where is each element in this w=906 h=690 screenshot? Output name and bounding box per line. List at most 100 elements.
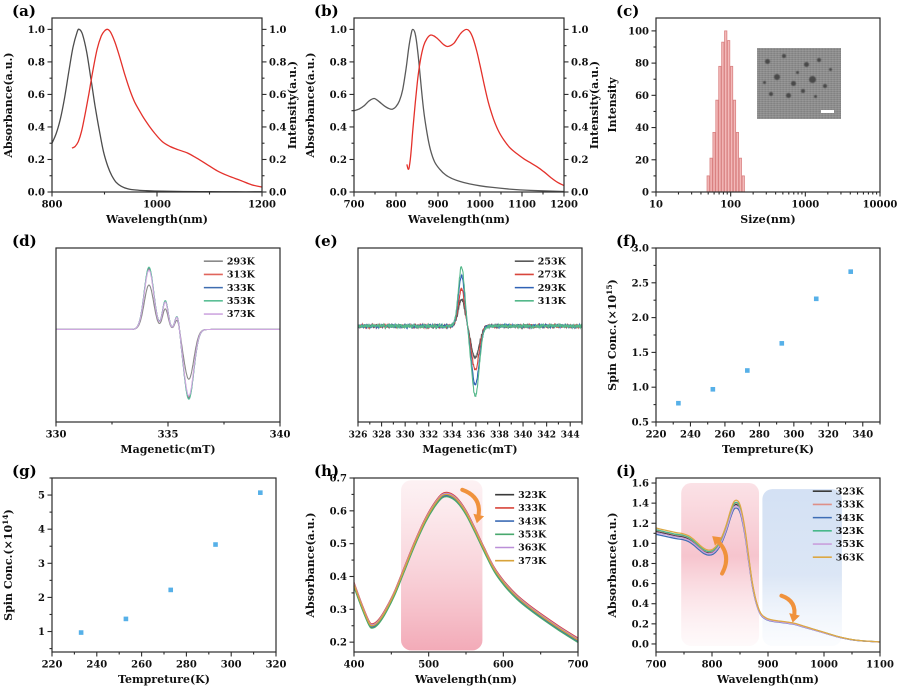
svg-text:0.0: 0.0	[632, 639, 649, 650]
svg-text:0.8: 0.8	[269, 57, 286, 68]
svg-text:260: 260	[131, 660, 152, 671]
svg-text:4: 4	[38, 525, 45, 536]
svg-text:10: 10	[649, 200, 663, 211]
svg-text:344: 344	[561, 431, 580, 441]
svg-text:338: 338	[490, 431, 509, 441]
panel-g-label: (g)	[12, 462, 37, 480]
svg-text:100: 100	[628, 26, 649, 37]
svg-text:2.5: 2.5	[632, 278, 649, 289]
tem-dot	[804, 62, 810, 68]
panel-i-chart: 700 800 900 1000 1100 0.0 0.2 0.4 0.6 0.8 1.0 1.2 1.…	[606, 477, 894, 686]
svg-text:0.2: 0.2	[28, 155, 45, 166]
svg-text:0.2: 0.2	[571, 155, 588, 166]
svg-text:1000: 1000	[791, 200, 819, 211]
svg-text:Intensity(a.u.): Intensity(a.u.)	[588, 61, 601, 149]
svg-text:343K: 343K	[518, 516, 547, 527]
svg-text:253K: 253K	[538, 256, 567, 267]
panel-b: (b) 700 800 900 1000 1100 1200 0.0 0.0 0.2 0.2 0.4…	[302, 0, 604, 230]
tem-dot	[809, 76, 817, 84]
svg-text:220: 220	[646, 430, 667, 441]
svg-text:Magenetic(mT): Magenetic(mT)	[120, 443, 215, 456]
svg-text:0.3: 0.3	[330, 605, 347, 616]
svg-text:240: 240	[86, 660, 107, 671]
svg-text:3: 3	[38, 559, 45, 570]
svg-text:240: 240	[680, 430, 701, 441]
svg-text:Absorbance(a.u.): Absorbance(a.u.)	[304, 52, 317, 158]
svg-text:330: 330	[396, 431, 415, 441]
svg-text:332: 332	[419, 431, 438, 441]
panel-i: (i) 700 800 900 1000 1100 0.0 0.2 0.4 0.6 0.8 1.0 1…	[604, 460, 906, 690]
svg-text:0.0: 0.0	[330, 188, 347, 199]
svg-text:1.0: 1.0	[632, 383, 649, 394]
tem-dot	[796, 71, 800, 75]
svg-text:0.6: 0.6	[571, 90, 588, 101]
panel-g-chart: 220 240 260 280 300 320 1 2 3 4 5 Tempreture(K) Spin…	[1, 477, 286, 686]
svg-text:0.4: 0.4	[330, 572, 347, 583]
panel-b-label: (b)	[314, 2, 339, 20]
svg-text:Tempreture(K): Tempreture(K)	[118, 673, 210, 686]
svg-text:0.8: 0.8	[632, 559, 649, 570]
svg-text:40: 40	[635, 123, 649, 134]
panel-e-chart: 326 328 330 332 334 336 338 340 342 344 Magenetic(…	[349, 247, 583, 456]
svg-text:340: 340	[852, 430, 873, 441]
svg-text:0.2: 0.2	[269, 155, 286, 166]
svg-text:800: 800	[702, 660, 723, 671]
svg-text:1.0: 1.0	[330, 25, 347, 36]
panel-f: (f) 220 240 260 280 300 320 340 0.5 1.0 1.5 2.0 2.5…	[604, 230, 906, 460]
svg-text:900: 900	[428, 200, 449, 211]
svg-text:600: 600	[493, 660, 514, 671]
svg-text:300: 300	[783, 430, 804, 441]
tem-dot	[800, 89, 805, 94]
svg-text:800: 800	[42, 200, 63, 211]
svg-text:1: 1	[38, 627, 45, 638]
svg-text:280: 280	[749, 430, 770, 441]
svg-text:400: 400	[344, 660, 365, 671]
svg-text:0.2: 0.2	[330, 638, 347, 649]
svg-text:320: 320	[818, 430, 839, 441]
svg-text:Intensity: Intensity	[606, 77, 619, 133]
svg-text:1000: 1000	[466, 200, 494, 211]
panel-a: (a) 800 1000 1200 0.0 0.0 0.2 0.2 0.4 0.4 0.6 0.6 0…	[0, 0, 302, 230]
svg-text:0: 0	[642, 188, 649, 199]
svg-text:280: 280	[176, 660, 197, 671]
svg-text:1200: 1200	[550, 200, 578, 211]
tem-dot	[768, 92, 773, 97]
svg-text:0.6: 0.6	[330, 506, 347, 517]
svg-text:Intensity(a.u.): Intensity(a.u.)	[286, 61, 299, 149]
svg-text:342: 342	[537, 431, 556, 441]
tem-dot	[782, 54, 787, 59]
svg-text:273K: 273K	[538, 270, 567, 281]
panel-h: (h) 400 500 600 700 0.2 0.3 0.4 0.5 0.6 0.7 Wavele…	[302, 460, 604, 690]
tem-dot	[762, 80, 766, 84]
svg-text:293K: 293K	[538, 283, 567, 294]
svg-text:333K: 333K	[227, 283, 256, 294]
svg-text:1.4: 1.4	[632, 499, 649, 510]
tem-dot	[817, 57, 822, 62]
svg-text:80: 80	[635, 59, 649, 70]
svg-text:Spin Conc.(×1015): Spin Conc.(×1015)	[605, 279, 619, 391]
svg-text:Wavelength(nm): Wavelength(nm)	[407, 213, 510, 226]
svg-text:0.6: 0.6	[632, 579, 649, 590]
svg-text:1.2: 1.2	[632, 519, 649, 530]
svg-text:2.0: 2.0	[632, 313, 649, 324]
svg-text:900: 900	[758, 660, 779, 671]
panel-d-chart: 330 335 340 Magenetic(mT) 293K 313K 333K 353K 37…	[46, 247, 290, 456]
svg-text:0.2: 0.2	[632, 619, 649, 630]
svg-text:Absorbance(a.u.): Absorbance(a.u.)	[2, 52, 15, 158]
svg-text:0.6: 0.6	[28, 90, 45, 101]
svg-text:100: 100	[720, 200, 741, 211]
panel-i-label: (i)	[616, 462, 636, 480]
panel-c-label: (c)	[616, 2, 640, 20]
svg-text:1.0: 1.0	[28, 25, 45, 36]
svg-text:333K: 333K	[518, 503, 547, 514]
svg-text:700: 700	[344, 200, 365, 211]
svg-text:0.8: 0.8	[330, 57, 347, 68]
svg-text:220: 220	[42, 660, 63, 671]
svg-text:Spin Conc.(×1014): Spin Conc.(×1014)	[1, 509, 15, 621]
svg-text:323K: 323K	[836, 486, 865, 497]
svg-text:10000: 10000	[863, 200, 898, 211]
svg-text:1.6: 1.6	[632, 479, 649, 490]
svg-text:1100: 1100	[866, 660, 894, 671]
svg-text:1200: 1200	[248, 200, 276, 211]
